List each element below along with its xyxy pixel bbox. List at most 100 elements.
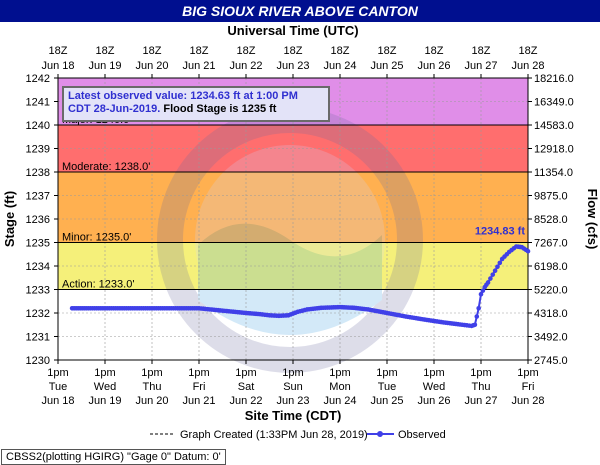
top-tick-label-date: Jun 26 (417, 60, 450, 72)
left-tick-label: 1231 (26, 332, 50, 344)
left-tick-label: 1242 (26, 73, 50, 85)
bottom-tick-label-day: Fri (522, 381, 535, 393)
legend-observed-marker (377, 431, 383, 437)
right-tick-label: 8528.0 (534, 214, 568, 226)
observed-point (492, 268, 498, 274)
observed-point (478, 291, 484, 297)
bottom-tick-label-time: 1pm (94, 367, 115, 379)
top-tick-label-hour: 18Z (519, 45, 538, 57)
bottom-tick-label-date: Jun 20 (135, 395, 168, 407)
bottom-tick-label-time: 1pm (235, 367, 256, 379)
bottom-tick-label-time: 1pm (329, 367, 350, 379)
left-tick-label: 1232 (26, 308, 50, 320)
bottom-tick-label-date: Jun 19 (88, 395, 121, 407)
bottom-tick-label-date: Jun 25 (370, 395, 403, 407)
observed-point (525, 248, 531, 254)
top-tick-label-date: Jun 25 (370, 60, 403, 72)
right-tick-label: 9875.0 (534, 191, 568, 203)
top-tick-label-date: Jun 27 (464, 60, 497, 72)
observed-point (485, 280, 491, 285)
right-tick-label: 6198.0 (534, 261, 568, 273)
right-tick-label: 11354.0 (534, 167, 573, 179)
left-tick-label: 1238 (26, 167, 50, 179)
bottom-tick-label-date: Jun 28 (511, 395, 544, 407)
top-tick-label-hour: 18Z (237, 45, 256, 57)
bottom-tick-label-time: 1pm (188, 367, 209, 379)
legend-created-label: Graph Created (1:33PM Jun 28, 2019) (180, 429, 368, 441)
bottom-tick-label-day: Tue (378, 381, 397, 393)
top-tick-label-date: Jun 28 (511, 60, 544, 72)
right-tick-label: 7267.0 (534, 238, 568, 250)
observed-point (495, 264, 500, 270)
right-tick-label: 3492.0 (534, 332, 568, 344)
bottom-tick-label-day: Wed (423, 381, 445, 393)
top-tick-label-hour: 18Z (472, 45, 491, 57)
right-axis-title: Flow (cfs) (585, 189, 600, 250)
left-tick-label: 1230 (26, 355, 50, 367)
top-tick-label-date: Jun 24 (323, 60, 356, 72)
top-axis-title: Universal Time (UTC) (227, 23, 358, 38)
datum-footer: CBSS2(plotting HGIRG) "Gage 0" Datum: 0' (1, 449, 226, 465)
bottom-tick-label-date: Jun 22 (229, 395, 262, 407)
legend-observed-label: Observed (398, 429, 446, 441)
left-tick-label: 1239 (26, 144, 50, 156)
chart-title: BIG SIOUX RIVER ABOVE CANTON (0, 0, 600, 22)
top-tick-label-hour: 18Z (331, 45, 350, 57)
top-tick-label-hour: 18Z (49, 45, 68, 57)
right-tick-label: 4318.0 (534, 308, 568, 320)
right-tick-label: 12918.0 (534, 144, 574, 156)
left-tick-label: 1233 (26, 285, 50, 297)
left-tick-label: 1241 (26, 97, 50, 109)
observed-point (488, 276, 493, 281)
bottom-tick-label-date: Jun 21 (182, 395, 215, 407)
bottom-tick-label-time: 1pm (141, 367, 162, 379)
top-tick-label-hour: 18Z (143, 45, 162, 57)
notice-line-2-flood: Flood Stage is 1235 ft (163, 103, 277, 115)
bottom-tick-label-date: Jun 18 (41, 395, 74, 407)
top-tick-label-hour: 18Z (96, 45, 115, 57)
notice-line-1: Latest observed value: 1234.63 ft at 1:0… (68, 90, 298, 102)
noaa-watermark (157, 107, 423, 373)
right-tick-label: 2745.0 (534, 355, 568, 367)
top-tick-label-date: Jun 19 (88, 60, 121, 72)
moderate-band (58, 125, 528, 172)
latest-value-notice: Latest observed value: 1234.63 ft at 1:0… (62, 86, 330, 122)
left-tick-label: 1236 (26, 214, 50, 226)
bottom-tick-label-time: 1pm (47, 367, 68, 379)
left-tick-label: 1234 (26, 261, 50, 273)
top-tick-label-hour: 18Z (190, 45, 209, 57)
left-tick-label: 1235 (26, 238, 50, 250)
bottom-tick-label-day: Sun (283, 381, 303, 393)
bottom-tick-label-time: 1pm (423, 367, 444, 379)
bottom-tick-label-day: Thu (143, 381, 162, 393)
bottom-tick-label-day: Fri (193, 381, 206, 393)
observed-point (490, 272, 496, 277)
bottom-tick-label-date: Jun 26 (417, 395, 450, 407)
bottom-tick-label-date: Jun 27 (464, 395, 497, 407)
stage-label-moderate: Moderate: 1238.0' (62, 161, 150, 173)
top-tick-label-date: Jun 18 (41, 60, 74, 72)
notice-line-2-date: CDT 28-Jun-2019. (68, 103, 161, 115)
bottom-tick-label-time: 1pm (282, 367, 303, 379)
watermark-disc (195, 145, 385, 335)
bottom-tick-label-time: 1pm (470, 367, 491, 379)
observed-point (474, 314, 480, 319)
observed-point (476, 306, 481, 311)
top-tick-label-date: Jun 21 (182, 60, 215, 72)
left-tick-label: 1237 (26, 191, 50, 203)
top-tick-label-hour: 18Z (284, 45, 303, 57)
observed-point (480, 288, 486, 293)
top-tick-label-date: Jun 20 (135, 60, 168, 72)
stage-label-action: Action: 1233.0' (62, 279, 134, 291)
observed-point (472, 322, 478, 328)
right-tick-label: 14583.0 (534, 120, 574, 132)
bottom-tick-label-day: Tue (49, 381, 68, 393)
bottom-tick-label-date: Jun 24 (323, 395, 356, 407)
left-axis-title: Stage (ft) (2, 191, 17, 247)
bottom-tick-label-date: Jun 23 (276, 395, 309, 407)
last-value-label: 1234.83 ft (475, 225, 525, 237)
top-tick-label-hour: 18Z (378, 45, 397, 57)
top-tick-label-hour: 18Z (425, 45, 444, 57)
observed-point (497, 260, 503, 266)
